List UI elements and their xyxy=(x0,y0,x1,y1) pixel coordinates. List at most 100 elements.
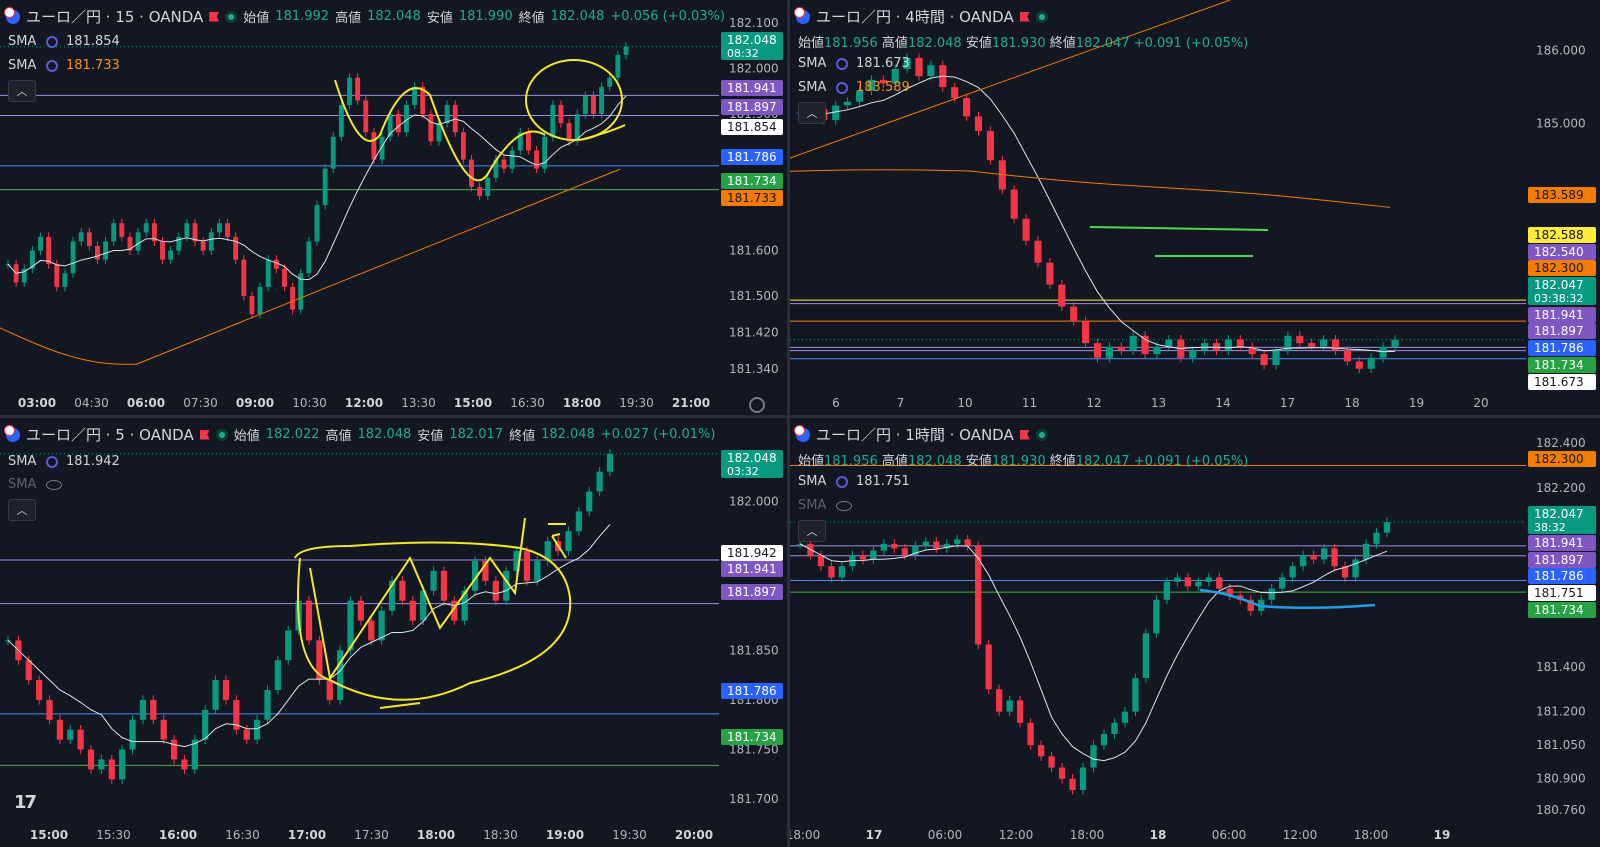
sma-settings-icon[interactable] xyxy=(836,57,848,70)
candle-body xyxy=(575,511,582,532)
candle-body xyxy=(1141,335,1149,355)
collapse-indicators-button[interactable]: ︿ xyxy=(798,102,826,124)
low-label: 安値 xyxy=(417,429,444,444)
time-axis-tick: 17:30 xyxy=(354,828,389,842)
tradingview-logo-icon[interactable]: 17 xyxy=(14,792,37,813)
indicator-name: SMA xyxy=(8,58,37,73)
pane-divider-horizontal[interactable] xyxy=(0,415,1600,418)
candle-body xyxy=(492,580,499,601)
collapse-indicators-button[interactable]: ︿ xyxy=(8,80,36,102)
low-value: 181.930 xyxy=(991,36,1046,51)
chart-canvas[interactable]: 186.000185.000184.000183.000671011121314… xyxy=(790,0,1600,415)
indicator-sma-2[interactable]: SMA 181.733 xyxy=(8,58,120,73)
candle-body xyxy=(420,86,426,115)
symbol-title[interactable]: ユーロ／円 · 1時間 · OANDA xyxy=(816,426,1014,444)
currency-flag-icon xyxy=(794,6,810,24)
candle-body xyxy=(1260,354,1268,366)
indicator-sma-2-hidden[interactable]: SMA xyxy=(798,498,852,513)
high-value: 182.048 xyxy=(367,9,421,24)
chart-pane-15m[interactable]: 182.100182.000181.900181.800181.600181.5… xyxy=(0,0,787,415)
sma-settings-icon[interactable] xyxy=(46,35,58,48)
candle-body xyxy=(139,699,147,720)
candle-body xyxy=(544,541,551,561)
indicator-name: SMA xyxy=(8,477,37,492)
candle-body xyxy=(347,77,352,105)
price-axis-tick: 182.400 xyxy=(1536,436,1586,450)
candle-body xyxy=(503,570,510,601)
sma-settings-icon[interactable] xyxy=(46,59,58,72)
candle-body xyxy=(428,114,434,142)
low-value: 181.930 xyxy=(991,454,1046,469)
candle-body xyxy=(150,699,157,720)
candle-body xyxy=(243,729,250,740)
candle-body xyxy=(1163,581,1171,600)
price-tag-label: 181.897 xyxy=(727,100,777,114)
price-axis-tick: 181.200 xyxy=(1536,705,1586,719)
candle-body xyxy=(534,561,541,581)
indicator-sma-2[interactable]: SMA 183.589 xyxy=(798,80,910,95)
candle-body xyxy=(29,250,35,269)
low-value: 181.990 xyxy=(458,9,513,24)
open-label: 始値 xyxy=(798,36,825,51)
sma-settings-icon[interactable] xyxy=(836,475,848,488)
sma-settings-icon[interactable] xyxy=(46,455,58,468)
symbol-title[interactable]: ユーロ／円 · 4時間 · OANDA xyxy=(816,8,1014,26)
candle-body xyxy=(582,95,588,115)
candle-body xyxy=(222,680,230,700)
flag-icon[interactable] xyxy=(199,429,210,440)
chart-pane-4h[interactable]: 186.000185.000184.000183.000671011121314… xyxy=(790,0,1600,415)
price-tag-label: 182.047 xyxy=(1534,507,1584,521)
flag-icon[interactable] xyxy=(1019,429,1030,440)
hidden-eye-icon[interactable] xyxy=(46,479,62,490)
indicator-sma-1[interactable]: SMA 181.942 xyxy=(8,454,120,469)
indicator-sma-1[interactable]: SMA 181.751 xyxy=(798,474,910,489)
price-axis-tick: 180.900 xyxy=(1536,772,1586,786)
sma-fast-line xyxy=(799,75,1396,353)
candle-body xyxy=(1343,350,1351,362)
time-axis-tick: 7 xyxy=(897,396,905,410)
chart-pane-1h[interactable]: 182.400 182.200 181.400 181.200 181.050 180.9… xyxy=(790,418,1600,847)
candle-body xyxy=(160,241,165,260)
candle-body xyxy=(859,555,867,560)
chart-canvas[interactable]: 182.100182.000181.900181.800181.600181.5… xyxy=(0,0,787,415)
indicator-sma-2-hidden[interactable]: SMA xyxy=(8,477,62,492)
chart-canvas[interactable]: 182.000181.950181.850181.800181.750181.7… xyxy=(0,418,787,847)
flag-icon[interactable] xyxy=(1019,11,1030,22)
collapse-indicators-button[interactable]: ︿ xyxy=(8,499,36,521)
symbol-header: ユーロ／円 · 15 · OANDA 始値 181.992 高値 182.048 安… xyxy=(4,6,725,27)
candle-body xyxy=(1058,767,1066,779)
symbol-title[interactable]: ユーロ／円 · 5 · OANDA xyxy=(26,426,194,444)
indicator-sma-1[interactable]: SMA 181.854 xyxy=(8,34,120,49)
candle-body xyxy=(832,105,840,121)
flag-icon[interactable] xyxy=(209,11,220,22)
candle-body xyxy=(607,77,613,87)
candle-body xyxy=(1184,577,1191,587)
price-tag xyxy=(1528,357,1596,373)
symbol-title[interactable]: ユーロ／円 · 15 · OANDA xyxy=(26,8,204,26)
price-tag-label: 181.854 xyxy=(727,120,777,134)
indicator-sma-1[interactable]: SMA 181.673 xyxy=(798,56,910,71)
price-tag-label: 181.734 xyxy=(1534,603,1584,617)
settings-gear-icon[interactable] xyxy=(749,397,765,413)
annotation-circle xyxy=(525,59,623,141)
candle-body xyxy=(1383,522,1391,533)
indicator-value: 181.942 xyxy=(66,454,120,469)
sma-settings-icon[interactable] xyxy=(836,81,848,94)
hidden-eye-icon[interactable] xyxy=(836,500,852,511)
candle-body xyxy=(922,541,929,547)
candle-body xyxy=(599,86,605,115)
candle-body xyxy=(1046,262,1054,285)
close-value: 182.048 xyxy=(541,427,595,442)
collapse-indicators-button[interactable]: ︿ xyxy=(798,520,826,542)
candle-body xyxy=(67,729,74,740)
chart-pane-5m[interactable]: 182.000181.950181.850181.800181.750181.7… xyxy=(0,418,787,847)
annotation-zigzag xyxy=(334,79,546,182)
pane-divider-vertical[interactable] xyxy=(787,0,790,847)
candle-body xyxy=(253,719,261,740)
candle-body xyxy=(485,177,491,196)
candle-body xyxy=(1331,548,1338,567)
chart-canvas[interactable]: 182.400 182.200 181.400 181.200 181.050 180.9… xyxy=(790,418,1600,847)
candle-body xyxy=(1299,555,1307,567)
candle-body xyxy=(233,236,239,260)
open-value: 181.956 xyxy=(824,454,878,469)
